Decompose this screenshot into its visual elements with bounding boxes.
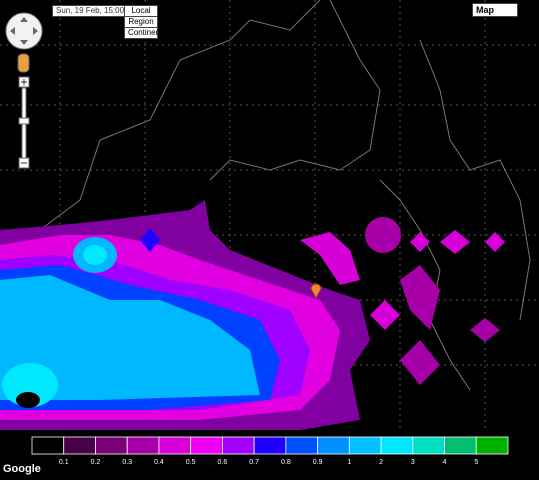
legend-swatch xyxy=(126,436,160,455)
legend-label: 5 xyxy=(474,459,478,466)
legend-label: 0.2 xyxy=(91,459,101,466)
legend-swatch xyxy=(158,436,192,455)
legend: 0.1 0.2 0.3 0.4 0.5 0.6 0.7 0.8 0.9 1 2 3 4 5 xyxy=(31,436,509,466)
legend-swatch xyxy=(285,436,319,455)
legend-swatch xyxy=(317,436,350,455)
legend-swatch xyxy=(380,436,414,455)
legend-swatch xyxy=(31,436,65,455)
legend-swatch xyxy=(444,436,477,455)
legend-label: 0.1 xyxy=(59,459,69,466)
legend-label: 2 xyxy=(379,459,383,466)
legend-label: 0.6 xyxy=(218,459,228,466)
google-logo: Google xyxy=(3,463,41,475)
legend-label: 0.3 xyxy=(122,459,132,466)
legend-label: 0.9 xyxy=(313,459,323,466)
legend-swatch xyxy=(475,436,509,455)
legend-swatch xyxy=(221,436,255,455)
legend-label: 0.5 xyxy=(186,459,196,466)
legend-swatch xyxy=(412,436,445,455)
legend-swatch xyxy=(348,436,382,455)
precipitation xyxy=(0,200,505,430)
legend-label: 3 xyxy=(411,459,415,466)
legend-swatch xyxy=(253,436,287,455)
legend-label: 4 xyxy=(443,459,447,466)
view-button[interactable]: Continent xyxy=(124,27,162,39)
legend-swatch xyxy=(63,436,96,455)
legend-label: 0.8 xyxy=(281,459,291,466)
legend-swatch xyxy=(190,436,223,455)
zoom-slider[interactable] xyxy=(18,76,30,169)
legend-label: 0.4 xyxy=(154,459,164,466)
map-type-select[interactable]: Map xyxy=(472,3,518,17)
legend-swatch xyxy=(95,436,128,455)
legend-label: 1 xyxy=(347,459,351,466)
pegman[interactable] xyxy=(17,53,30,73)
pan-control[interactable] xyxy=(5,12,43,50)
legend-label: 0.7 xyxy=(249,459,259,466)
location-pin[interactable] xyxy=(310,283,322,300)
